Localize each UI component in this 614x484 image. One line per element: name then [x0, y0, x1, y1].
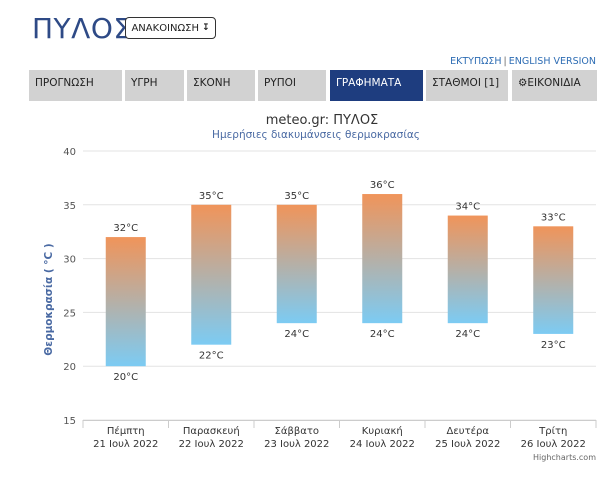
x-category-date: 25 Ιουλ 2022 [435, 439, 500, 450]
x-category-day: Παρασκευή [183, 425, 240, 437]
x-category-date: 22 Ιουλ 2022 [179, 439, 244, 450]
tab-label: ΕΙΚΟΝΙΔΙΑ [527, 77, 581, 89]
x-category-day: Τρίτη [538, 425, 567, 437]
y-tick-label: 20 [63, 362, 76, 373]
y-tick-label: 40 [63, 147, 76, 158]
top-links: ΕΚΤΥΠΩΣΗ | ENGLISH VERSION [450, 56, 596, 67]
chart-subtitle: Ημερήσιες διακυμάνσεις θερμοκρασίας [212, 129, 420, 141]
print-link[interactable]: ΕΚΤΥΠΩΣΗ [450, 56, 502, 67]
tab-label: ΡΥΠΟΙ [264, 77, 297, 89]
tab-label: ΓΡΑΦΗΜΑΤΑ [336, 77, 402, 89]
y-tick-label: 25 [63, 308, 76, 319]
temperature-range-bar[interactable] [447, 215, 488, 324]
temperature-range-bar[interactable] [276, 204, 317, 324]
high-temp-label: 33°C [541, 212, 566, 223]
tab-label: ΠΡΟΓΝΩΣΗ [35, 77, 94, 89]
high-temp-label: 32°C [113, 223, 138, 234]
x-category-day: Σάββατο [275, 425, 319, 437]
x-category-day: Πέμπτη [107, 425, 145, 437]
x-category-day: Δευτέρα [447, 425, 490, 437]
temperature-range-bar[interactable] [191, 204, 232, 345]
x-category-date: 26 Ιουλ 2022 [521, 439, 586, 450]
low-temp-label: 20°C [113, 372, 138, 383]
y-tick-label: 15 [63, 416, 76, 427]
tab-label: ΥΓΡΗ [131, 77, 158, 89]
tab-widgets[interactable]: ⚙ΕΙΚΟΝΙΔΙΑ [512, 70, 597, 101]
x-category-date: 24 Ιουλ 2022 [350, 439, 415, 450]
low-temp-label: 23°C [541, 340, 566, 351]
x-category-date: 21 Ιουλ 2022 [93, 439, 158, 450]
high-temp-label: 36°C [370, 180, 395, 191]
arrow-down-icon: ↧ [201, 23, 210, 33]
high-temp-label: 35°C [199, 191, 224, 202]
low-temp-label: 24°C [455, 329, 480, 340]
tab-stations[interactable]: ΣΤΑΘΜΟΙ [1] [426, 70, 508, 101]
low-temp-label: 24°C [370, 329, 395, 340]
y-axis-label: Θερμοκρασία ( °C ) [43, 243, 55, 355]
temperature-range-bar[interactable] [362, 194, 403, 324]
tab-label: ΣΚΟΝΗ [193, 77, 231, 89]
temperature-range-bar[interactable] [105, 237, 146, 367]
tab-humidity[interactable]: ΥΓΡΗ [125, 70, 184, 101]
temperature-range-bar[interactable] [533, 226, 574, 334]
tab-dust[interactable]: ΣΚΟΝΗ [187, 70, 255, 101]
y-tick-label: 30 [63, 255, 76, 266]
x-category-date: 23 Ιουλ 2022 [264, 439, 329, 450]
link-separator: | [503, 56, 507, 67]
chart-credits[interactable]: Highcharts.com [533, 453, 596, 462]
low-temp-label: 22°C [199, 351, 224, 362]
x-category-day: Κυριακή [362, 425, 403, 437]
main-nav: ΠΡΟΓΝΩΣΗ ΥΓΡΗ ΣΚΟΝΗ ΡΥΠΟΙ ΓΡΑΦΗΜΑΤΑ ΣΤΑΘ… [29, 70, 597, 101]
chart-title: meteo.gr: ΠΥΛΟΣ [266, 113, 379, 128]
temperature-chart: meteo.gr: ΠΥΛΟΣ Ημερήσιες διακυμάνσεις θ… [43, 113, 597, 462]
announcement-button[interactable]: ΑΝΑΚΟΙΝΩΣΗ ↧ [125, 17, 216, 39]
page-title: ΠΥΛΟΣ [32, 12, 132, 45]
announcement-label: ΑΝΑΚΟΙΝΩΣΗ [131, 22, 199, 34]
tab-forecast[interactable]: ΠΡΟΓΝΩΣΗ [29, 70, 122, 101]
tab-pollutants[interactable]: ΡΥΠΟΙ [258, 70, 326, 101]
low-temp-label: 24°C [284, 329, 309, 340]
high-temp-label: 34°C [455, 202, 480, 213]
tab-charts[interactable]: ΓΡΑΦΗΜΑΤΑ [330, 70, 423, 101]
english-version-link[interactable]: ENGLISH VERSION [508, 56, 596, 67]
gear-icon: ⚙ [518, 77, 528, 89]
high-temp-label: 35°C [284, 191, 309, 202]
y-tick-label: 35 [63, 201, 76, 212]
tab-label: ΣΤΑΘΜΟΙ [1] [432, 77, 500, 89]
